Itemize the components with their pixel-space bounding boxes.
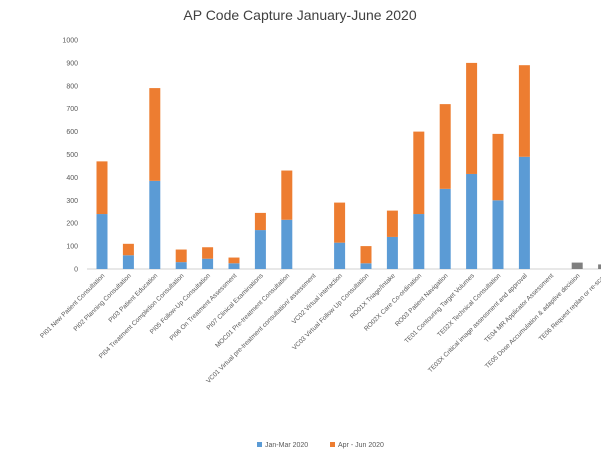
- y-tick-label: 200: [66, 221, 78, 228]
- category-label: VC02 Virtual interaction: [291, 272, 344, 325]
- bars: [96, 62, 601, 269]
- y-tick-label: 700: [66, 106, 78, 113]
- y-tick-label: 600: [66, 129, 78, 136]
- legend-swatch: [257, 442, 262, 447]
- bar-jan-mar: [281, 219, 293, 269]
- bar-jan-mar: [202, 258, 214, 269]
- y-tick-label: 800: [66, 83, 78, 90]
- bar-apr-jun: [518, 65, 530, 157]
- y-tick-label: 300: [66, 198, 78, 205]
- bar-apr-jun: [334, 202, 346, 243]
- bar-apr-jun: [122, 243, 134, 256]
- bar-jan-mar: [334, 242, 346, 269]
- y-axis: 0 100 200 300 400 500 600 700 800 900 1000: [62, 38, 78, 274]
- bar-apr-jun: [149, 88, 161, 181]
- category-label: RO01X Triage/Intake: [349, 272, 397, 320]
- category-label: PI03 Patient Education: [107, 272, 159, 324]
- y-tick-label: 400: [66, 175, 78, 182]
- bar-apr-jun: [96, 161, 108, 215]
- bar-jan-mar: [149, 180, 161, 269]
- y-tick-label: 900: [66, 60, 78, 67]
- bar-apr-jun: [466, 62, 478, 174]
- bar-apr-jun: [202, 247, 214, 259]
- y-tick-label: 100: [66, 244, 78, 251]
- bar-jan-mar: [413, 214, 425, 269]
- bar-jan-mar: [439, 188, 451, 269]
- bar-jan-mar: [466, 173, 478, 269]
- bar-apr-jun: [254, 212, 266, 231]
- bar-jan-mar: [96, 214, 108, 269]
- bar-apr-jun: [281, 170, 293, 220]
- legend-label: Jan-Mar 2020: [265, 442, 308, 449]
- bar-jan-mar: [228, 263, 240, 269]
- bar-apr-jun: [413, 131, 425, 215]
- bar-apr-jun: [386, 210, 398, 237]
- bar-jan-mar: [492, 200, 504, 269]
- category-label: RO03 Patient Navigation: [394, 272, 450, 328]
- bar-apr-jun: [360, 246, 372, 264]
- legend: Jan-Mar 2020 Apr - Jun 2020: [257, 442, 384, 449]
- y-tick-label: 0: [74, 267, 78, 274]
- bar-jan-mar: [175, 262, 187, 269]
- category-label: TE05 Dose Accumulation & adaptive decisi…: [484, 272, 582, 370]
- y-tick-label: 500: [66, 152, 78, 159]
- bar-jan-mar: [518, 156, 530, 269]
- bar-extra: [571, 262, 583, 269]
- bar-jan-mar: [360, 263, 372, 269]
- bar-apr-jun: [492, 133, 504, 201]
- chart-title: AP Code Capture January-June 2020: [183, 7, 416, 23]
- bar-jan-mar: [386, 236, 398, 269]
- bar-jan-mar: [254, 230, 266, 269]
- legend-swatch: [330, 442, 335, 447]
- legend-label: Apr - Jun 2020: [338, 442, 384, 449]
- y-tick-label: 1000: [62, 38, 78, 45]
- bar-apr-jun: [439, 104, 451, 189]
- bar-extra: [598, 264, 601, 269]
- bar-apr-jun: [228, 257, 240, 264]
- category-label: TE03X Critical image assessment and appr…: [427, 272, 529, 374]
- bar-apr-jun: [175, 249, 187, 263]
- bar-jan-mar: [122, 255, 134, 269]
